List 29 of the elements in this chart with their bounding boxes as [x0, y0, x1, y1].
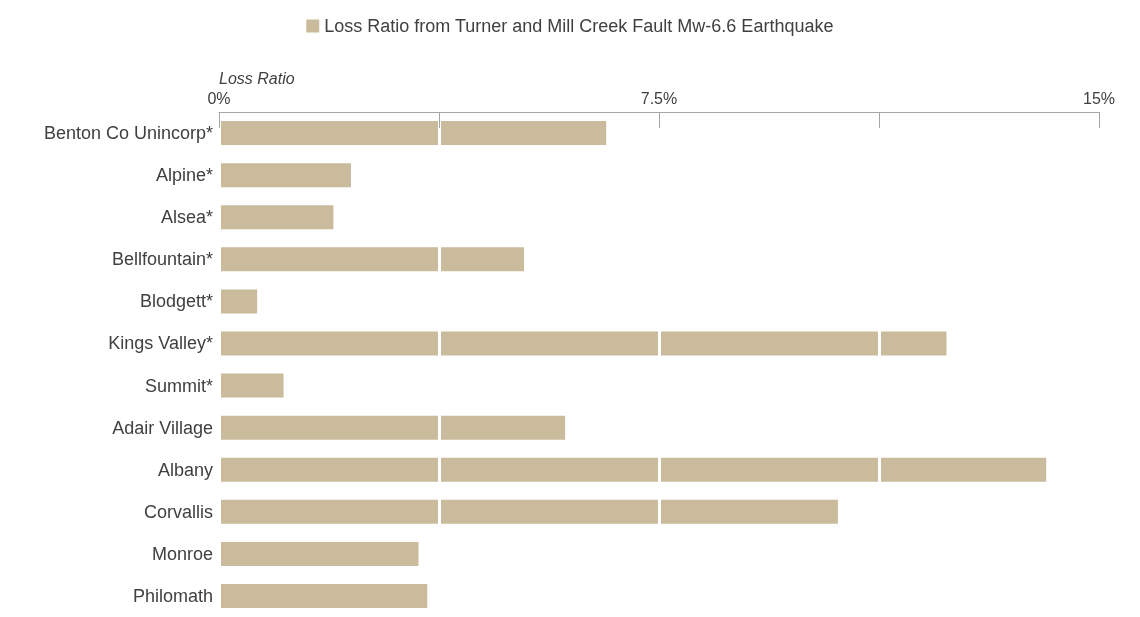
y-tick-label: Corvallis	[143, 501, 213, 522]
y-tick-label: Philomath	[132, 585, 213, 606]
bar	[219, 247, 525, 272]
bar	[219, 205, 334, 230]
y-tick-label: Adair Village	[112, 417, 213, 438]
bar	[219, 331, 947, 356]
y-tick-label: Alsea*	[160, 207, 213, 228]
bar	[219, 583, 428, 608]
bar	[219, 499, 838, 524]
legend-label: Loss Ratio from Turner and Mill Creek Fault Mw-6.6 Earthquake	[324, 16, 834, 36]
bar	[219, 541, 419, 566]
y-tick-label: Summit*	[144, 375, 213, 396]
x-tick-label: 15%	[1082, 89, 1116, 107]
y-tick-label: Monroe	[151, 543, 213, 564]
y-tick-label: Kings Valley*	[108, 333, 213, 354]
x-tick-label: 7.5%	[640, 89, 678, 107]
x-tick-label: 0%	[207, 89, 231, 107]
bar	[219, 373, 284, 398]
y-tick-label: Bellfountain*	[111, 249, 213, 270]
y-tick-label: Benton Co Unincorp*	[43, 123, 213, 144]
y-tick-label: Blodgett*	[139, 291, 213, 312]
bar	[219, 457, 1047, 482]
bar	[219, 121, 607, 146]
bar	[219, 289, 258, 314]
x-axis-title: Loss Ratio	[219, 69, 295, 87]
bar	[219, 163, 351, 188]
y-tick-label: Albany	[157, 459, 213, 480]
bar	[219, 415, 566, 440]
y-tick-label: Alpine*	[155, 165, 213, 186]
